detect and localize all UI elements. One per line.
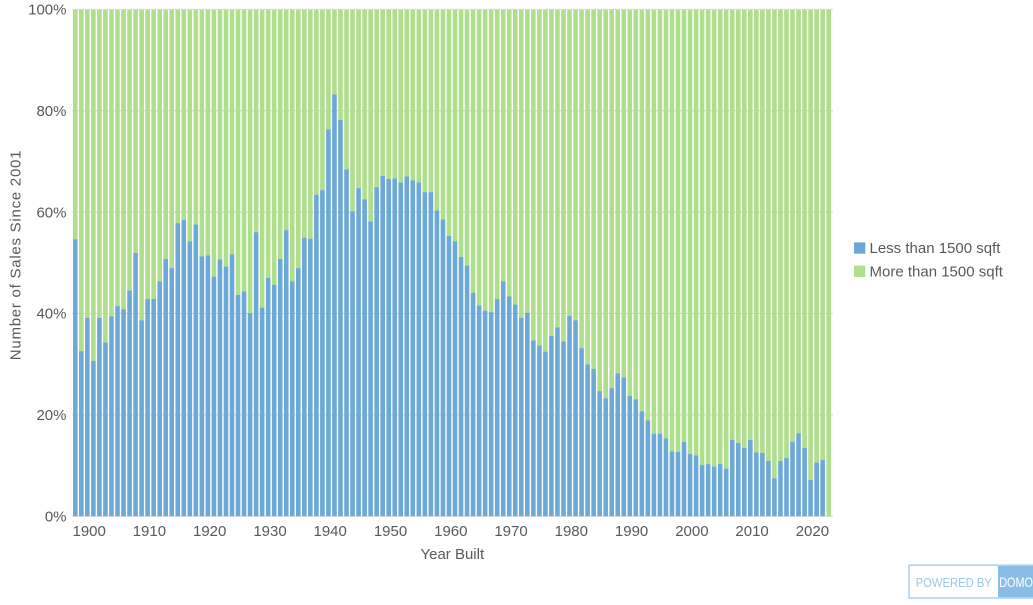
svg-text:1980: 1980 bbox=[555, 523, 588, 540]
svg-text:1900: 1900 bbox=[73, 523, 106, 540]
svg-text:1970: 1970 bbox=[494, 523, 527, 540]
svg-text:2000: 2000 bbox=[675, 523, 708, 540]
svg-text:More than 1500 sqft: More than 1500 sqft bbox=[870, 263, 1004, 280]
svg-text:100%: 100% bbox=[28, 2, 66, 19]
svg-text:Less than 1500 sqft: Less than 1500 sqft bbox=[870, 240, 1002, 257]
svg-text:80%: 80% bbox=[36, 103, 66, 120]
svg-text:1910: 1910 bbox=[133, 523, 166, 540]
svg-text:1940: 1940 bbox=[314, 523, 347, 540]
svg-text:2010: 2010 bbox=[735, 523, 768, 540]
svg-text:2020: 2020 bbox=[796, 523, 829, 540]
svg-text:1920: 1920 bbox=[193, 523, 226, 540]
svg-text:20%: 20% bbox=[36, 407, 66, 424]
svg-text:1990: 1990 bbox=[615, 523, 648, 540]
svg-text:DOMO: DOMO bbox=[999, 574, 1033, 590]
svg-text:Number of Sales Since 2001: Number of Sales Since 2001 bbox=[8, 150, 25, 360]
svg-text:1960: 1960 bbox=[434, 523, 467, 540]
svg-text:40%: 40% bbox=[36, 306, 66, 323]
svg-text:60%: 60% bbox=[36, 204, 66, 221]
svg-text:0%: 0% bbox=[45, 509, 67, 526]
svg-text:Year Built: Year Built bbox=[420, 546, 484, 563]
svg-text:1950: 1950 bbox=[374, 523, 407, 540]
svg-text:POWERED BY: POWERED BY bbox=[916, 575, 992, 590]
svg-text:1930: 1930 bbox=[253, 523, 286, 540]
